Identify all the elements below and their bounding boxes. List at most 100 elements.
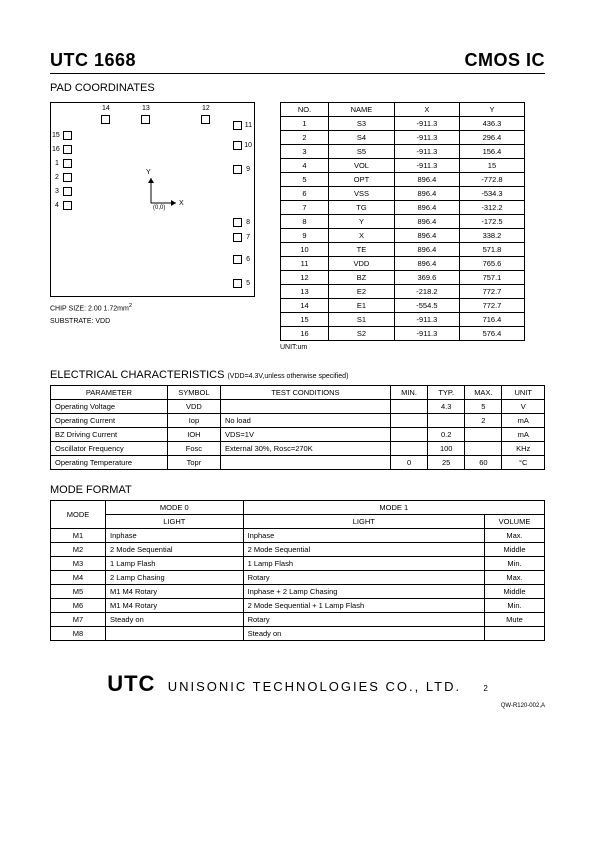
table-row: 2S4-911.3296.4 <box>281 131 525 145</box>
pad-7 <box>233 233 242 242</box>
chip-column: 14 13 12 15 16 1 2 3 4 11 10 9 <box>50 102 255 351</box>
pad-section: 14 13 12 15 16 1 2 3 4 11 10 9 <box>50 102 545 351</box>
mode-h-light0: LIGHT <box>106 515 244 529</box>
table-row: 7TG896.4-312.2 <box>281 201 525 215</box>
table-row: 4VOL-911.315 <box>281 159 525 173</box>
ec-header: TYP. <box>428 386 465 400</box>
pad-label-11: 11 <box>245 122 252 129</box>
coord-table: NO.NAMEXY 1S3-911.3436.32S4-911.3296.43S… <box>280 102 525 341</box>
coord-header: NAME <box>329 103 395 117</box>
pad-9 <box>233 165 242 174</box>
table-row: Operating CurrentIopNo load2mA <box>51 414 545 428</box>
axis-icon <box>131 173 181 223</box>
pad-label-6: 6 <box>246 256 250 263</box>
pad-15 <box>63 131 72 140</box>
pad-label-14: 14 <box>102 105 110 112</box>
pad-label-10: 10 <box>244 142 252 149</box>
chip-diagram: 14 13 12 15 16 1 2 3 4 11 10 9 <box>50 102 255 297</box>
mode-h-mode0: MODE 0 <box>106 501 244 515</box>
pad-label-12: 12 <box>202 105 210 112</box>
table-row: M7Steady onRotaryMute <box>51 613 545 627</box>
coord-table-wrap: NO.NAMEXY 1S3-911.3436.32S4-911.3296.43S… <box>280 102 525 351</box>
x-axis-label: X <box>179 200 184 207</box>
pad-label-9: 9 <box>246 166 250 173</box>
pad-3 <box>63 187 72 196</box>
pad-label-3: 3 <box>55 188 59 195</box>
table-row: 9X896.4338.2 <box>281 229 525 243</box>
table-row: M22 Mode Sequential2 Mode SequentialMidd… <box>51 543 545 557</box>
table-row: 13E2-218.2772.7 <box>281 285 525 299</box>
pad-11 <box>233 121 242 130</box>
y-axis-label: Y <box>146 169 151 176</box>
pad-label-16: 16 <box>52 146 60 153</box>
pad-6 <box>233 255 242 264</box>
coord-header: Y <box>459 103 524 117</box>
mode-table: MODE MODE 0 MODE 1 LIGHT LIGHT VOLUME M1… <box>50 500 545 641</box>
origin-label: (0,0) <box>153 205 165 211</box>
coord-header: NO. <box>281 103 329 117</box>
pad-label-8: 8 <box>246 219 250 226</box>
part-number: UTC 1668 <box>50 50 136 71</box>
substrate-note: SUBSTRATE: VDD <box>50 318 255 325</box>
table-row: Operating VoltageVDD4.35V <box>51 400 545 414</box>
mode-h-volume: VOLUME <box>485 515 545 529</box>
pad-14 <box>101 115 110 124</box>
pad-5 <box>233 279 242 288</box>
table-row: Operating TemperatureTopr02560°C <box>51 456 545 470</box>
page-footer: UTC UNISONIC TECHNOLOGIES CO., LTD. 2 <box>50 671 545 697</box>
ec-title: ELECTRICAL CHARACTERISTICS (VDD=4.3V,unl… <box>50 369 545 381</box>
pad-coord-title: PAD COORDINATES <box>50 82 545 94</box>
pad-13 <box>141 115 150 124</box>
ec-header: PARAMETER <box>51 386 168 400</box>
table-row: BZ Driving CurrentIOHVDS=1V0.2mA <box>51 428 545 442</box>
table-row: 3S5-911.3156.4 <box>281 145 525 159</box>
mode-h-mode1: MODE 1 <box>243 501 544 515</box>
page-header: UTC 1668 CMOS IC <box>50 50 545 74</box>
ec-header: TEST CONDITIONS <box>220 386 390 400</box>
chip-size-note: CHIP SIZE: 2.00 1.72mm2 <box>50 303 255 312</box>
table-row: M1InphaseInphaseMax. <box>51 529 545 543</box>
pad-label-15: 15 <box>52 132 60 139</box>
table-row: 10TE896.4571.8 <box>281 243 525 257</box>
table-row: 16S2-911.3576.4 <box>281 327 525 341</box>
pad-12 <box>201 115 210 124</box>
pad-10 <box>233 141 242 150</box>
ec-header: MAX. <box>465 386 502 400</box>
coord-header: X <box>394 103 459 117</box>
pad-label-13: 13 <box>142 105 150 112</box>
mode-title: MODE FORMAT <box>50 484 545 496</box>
footer-brand: UTC <box>107 671 155 697</box>
mode-h-light1: LIGHT <box>243 515 484 529</box>
pad-16 <box>63 145 72 154</box>
table-row: 15S1-911.3716.4 <box>281 313 525 327</box>
table-row: 8Y896.4-172.5 <box>281 215 525 229</box>
table-row: M42 Lamp ChasingRotaryMax. <box>51 571 545 585</box>
pad-label-2: 2 <box>55 174 59 181</box>
pad-8 <box>233 218 242 227</box>
page-number: 2 <box>483 684 487 693</box>
table-row: Oscillator FrequencyFoscExternal 30%, Ro… <box>51 442 545 456</box>
unit-note: UNIT:um <box>280 344 525 351</box>
ec-table: PARAMETERSYMBOLTEST CONDITIONSMIN.TYP.MA… <box>50 385 545 470</box>
ic-type: CMOS IC <box>464 50 545 71</box>
ec-header: MIN. <box>390 386 427 400</box>
table-row: M6M1 M4 Rotary2 Mode Sequential + 1 Lamp… <box>51 599 545 613</box>
doc-code: QW-R120-002,A <box>50 703 545 709</box>
pad-label-4: 4 <box>55 202 59 209</box>
pad-label-1: 1 <box>55 160 59 167</box>
table-row: 12BZ369.6757.1 <box>281 271 525 285</box>
mode-h-mode: MODE <box>51 501 106 529</box>
ec-header: UNIT <box>502 386 545 400</box>
table-row: 14E1-554.5772.7 <box>281 299 525 313</box>
table-row: 11VDD896.4765.6 <box>281 257 525 271</box>
table-row: M8Steady on <box>51 627 545 641</box>
pad-2 <box>63 173 72 182</box>
pad-label-7: 7 <box>246 234 250 241</box>
pad-label-5: 5 <box>246 280 250 287</box>
table-row: 1S3-911.3436.3 <box>281 117 525 131</box>
table-row: 5OPT896.4-772.8 <box>281 173 525 187</box>
pad-4 <box>63 201 72 210</box>
ec-header: SYMBOL <box>167 386 220 400</box>
footer-company: UNISONIC TECHNOLOGIES CO., LTD. <box>168 679 461 694</box>
table-row: 6VSS896.4-534.3 <box>281 187 525 201</box>
